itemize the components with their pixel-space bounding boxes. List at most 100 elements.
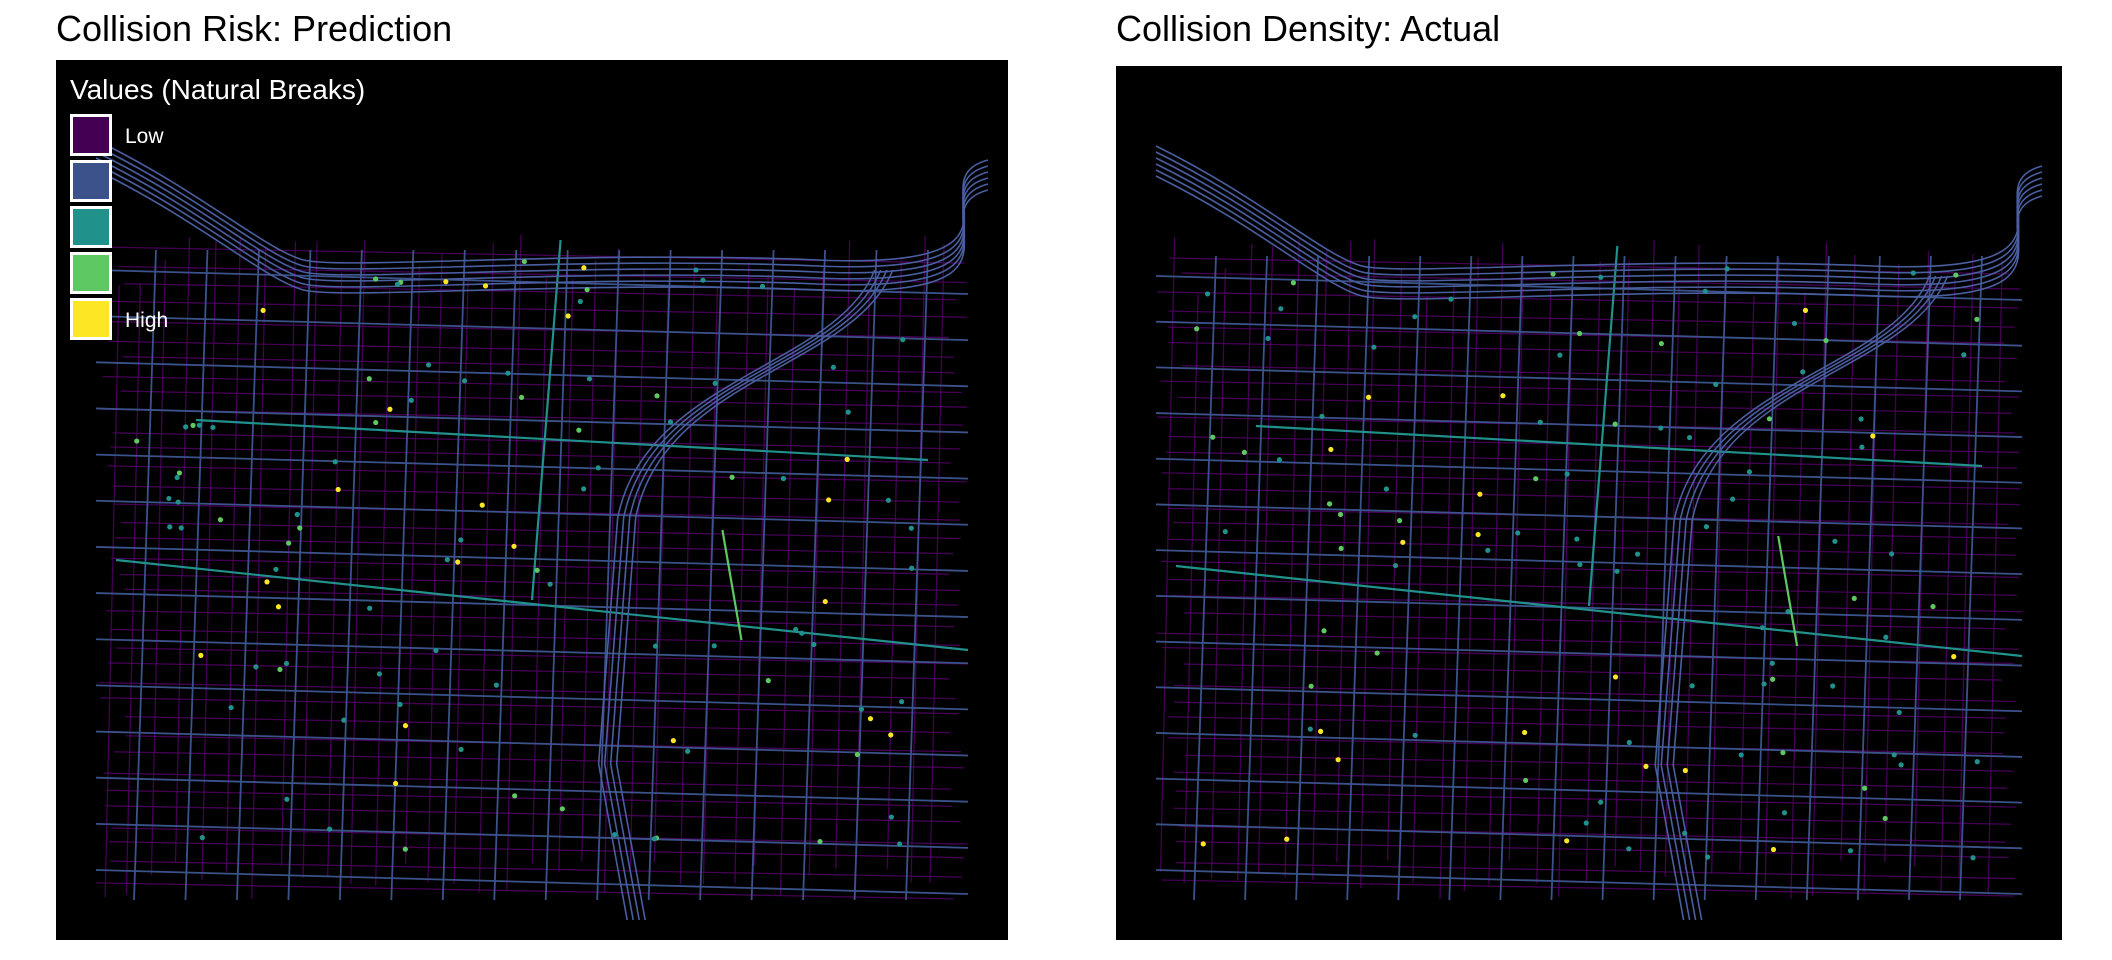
major-street [1295, 255, 1320, 901]
major-street [1397, 255, 1422, 901]
intersection-point [1896, 709, 1902, 716]
minor-street [1183, 663, 2003, 681]
intersection-point [1658, 425, 1664, 431]
intersection-hotspot [1290, 280, 1297, 286]
intersection-point [1412, 732, 1418, 738]
minor-street [835, 240, 851, 869]
intersection-point [1883, 634, 1889, 640]
legend-label-low: Low [125, 125, 164, 148]
intersection-point [830, 364, 836, 370]
minor-street [124, 283, 957, 301]
intersection-point [845, 409, 851, 415]
intersection-point [433, 647, 439, 654]
intersection-point [1746, 469, 1753, 475]
intersection-hotspot [559, 806, 565, 812]
intersection-point [581, 486, 587, 492]
intersection-hotspot [1643, 763, 1649, 770]
intersection-point [1974, 759, 1980, 765]
major-street [184, 249, 209, 901]
minor-street [123, 588, 958, 606]
intersection-point [1704, 854, 1711, 860]
intersection-point [1785, 609, 1791, 615]
minor-street [1914, 250, 1930, 867]
major-street [1155, 594, 2023, 621]
intersection-point [294, 511, 300, 518]
minor-street [1178, 396, 2012, 415]
major-street [1448, 255, 1473, 901]
minor-street [1684, 244, 1700, 871]
major-street [853, 249, 878, 901]
major-street [95, 315, 969, 342]
intersection-hotspot [1533, 476, 1539, 482]
major-street [95, 730, 969, 757]
intersection-hotspot [1780, 749, 1786, 756]
intersection-hotspot [654, 393, 660, 399]
major-street [133, 249, 157, 901]
intersection-point [1859, 444, 1865, 450]
intersection-hotspot [134, 438, 140, 444]
minor-street [106, 789, 953, 807]
intersection-hotspot [584, 287, 590, 293]
prediction-streets [95, 139, 989, 921]
minor-street [108, 662, 950, 680]
minor-street [120, 390, 968, 408]
intersection-point [712, 380, 718, 386]
major-street [1155, 320, 2023, 347]
right-panel-title: Collision Density: Actual [1116, 8, 1501, 49]
intersection-point [210, 424, 216, 431]
intersection-point [394, 281, 401, 287]
minor-street [1184, 612, 2006, 630]
intersection-hotspot [402, 846, 408, 852]
intersection-hotspot [521, 258, 527, 265]
intersection-hotspot [822, 598, 828, 605]
intersection-hotspot [1328, 446, 1334, 453]
freeway [609, 269, 888, 921]
intersection-point [1781, 810, 1788, 816]
intersection-hotspot [1284, 836, 1290, 842]
legend-class-4 [70, 252, 112, 294]
intersection-point [577, 298, 583, 305]
intersection-point [1858, 416, 1864, 422]
intersection-point [1626, 846, 1632, 852]
intersection-hotspot [1870, 433, 1876, 439]
intersection-hotspot [576, 427, 582, 433]
minor-street [1168, 326, 2005, 344]
intersection-hotspot [1500, 393, 1506, 399]
minor-street [1884, 264, 1900, 863]
intersection-hotspot [1475, 531, 1481, 538]
intersection-point [1485, 547, 1491, 553]
intersection-hotspot [1200, 841, 1206, 847]
intersection-point [1307, 726, 1313, 732]
intersection-hotspot [373, 276, 379, 282]
major-street [1155, 777, 2023, 804]
legend-title: Values (Natural Breaks) [70, 74, 366, 105]
major-street [390, 249, 415, 901]
major-street [95, 453, 969, 480]
intersection-point [899, 699, 905, 705]
legend-class-2 [70, 160, 112, 202]
minor-street [1159, 236, 1176, 872]
intersection-point [1970, 855, 1976, 861]
corridor [1777, 535, 1799, 647]
minor-street [104, 285, 120, 898]
intersection-point [1702, 288, 1708, 294]
minor-street [1166, 538, 2016, 556]
intersection-point [462, 378, 468, 384]
minor-street [1739, 295, 1755, 872]
minor-street [109, 628, 961, 647]
minor-street [1168, 341, 2018, 360]
intersection-hotspot [335, 486, 341, 493]
intersection-point [1265, 335, 1271, 342]
intersection-hotspot [264, 579, 270, 585]
minor-street [1173, 684, 2016, 703]
intersection-point [1276, 457, 1283, 463]
intersection-point [651, 836, 657, 842]
minor-street [1359, 239, 1376, 888]
intersection-hotspot [366, 376, 372, 382]
freeway [95, 169, 989, 294]
minor-street [107, 465, 967, 483]
intersection-hotspot [1953, 272, 1959, 278]
minor-street [629, 268, 645, 873]
minor-street [1173, 771, 2008, 789]
intersection-hotspot [1374, 650, 1380, 656]
